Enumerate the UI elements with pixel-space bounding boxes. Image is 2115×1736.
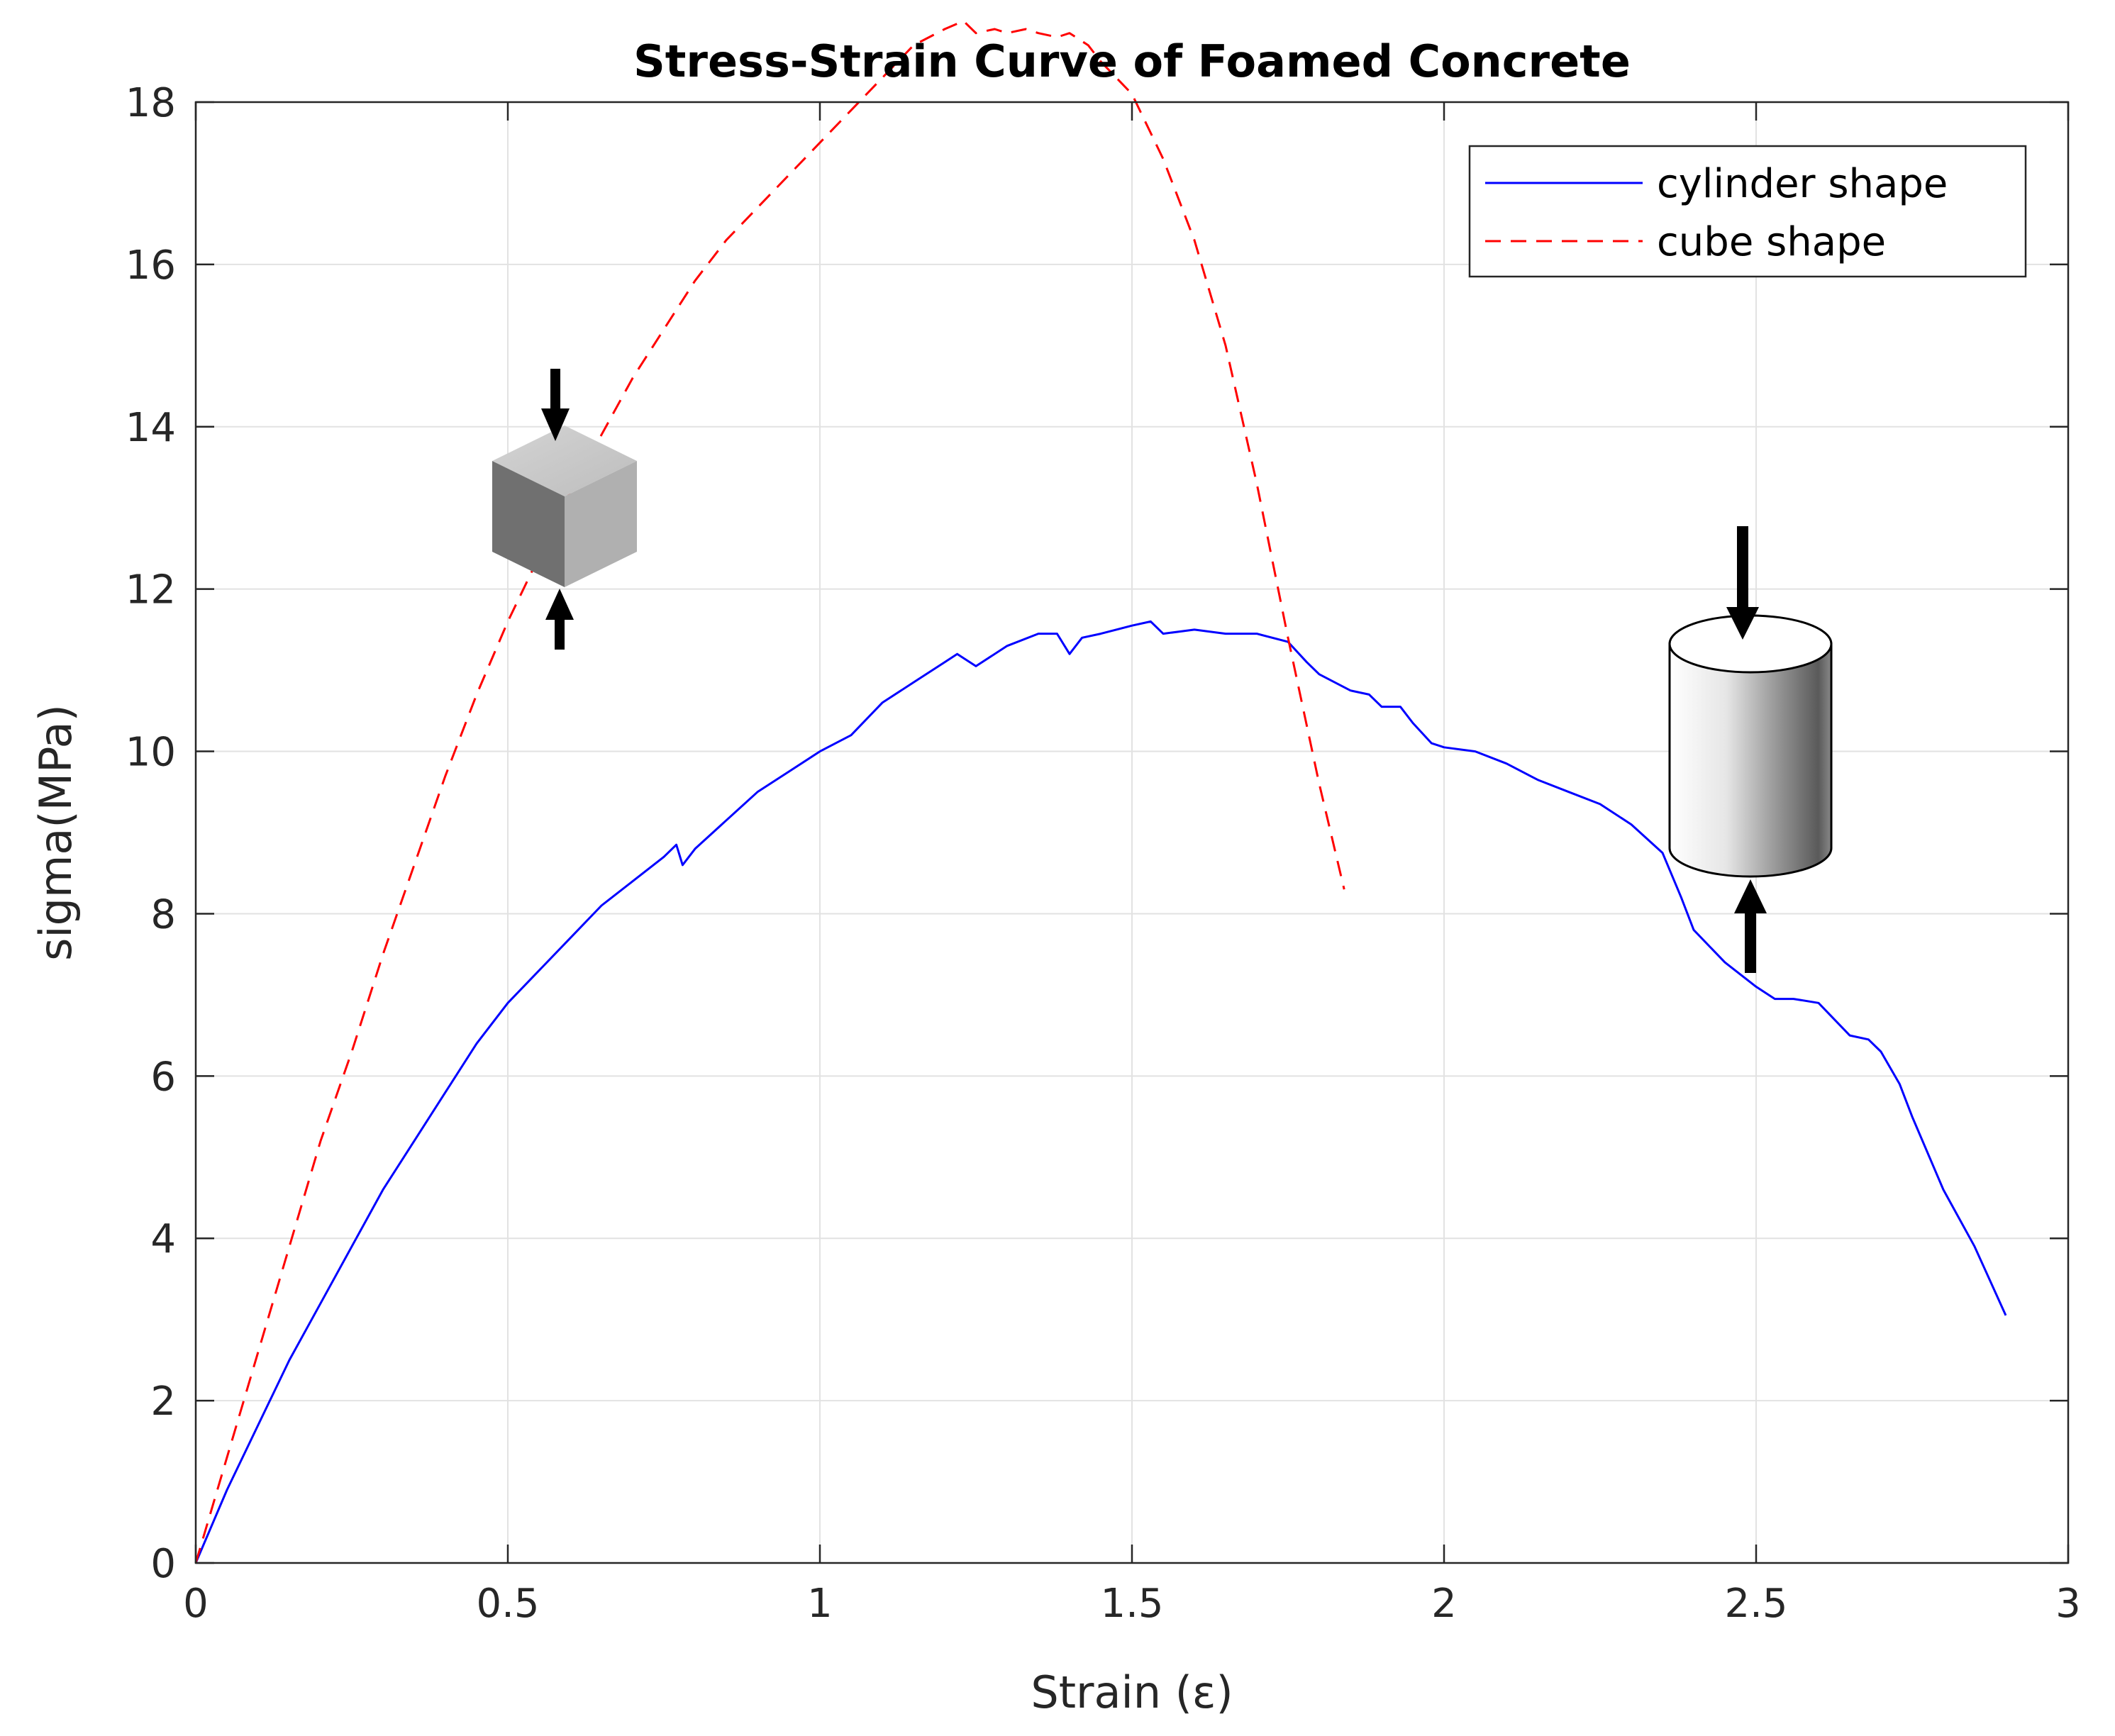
y-tick-label: 0	[150, 1541, 176, 1587]
legend-label-cylinder: cylinder shape	[1657, 161, 1948, 207]
y-tick-label: 12	[126, 567, 176, 613]
x-tick-label: 1	[807, 1581, 833, 1627]
x-tick-label: 3	[2055, 1581, 2081, 1627]
x-tick-label: 2.5	[1724, 1581, 1787, 1627]
cube-left-face	[492, 461, 565, 587]
chart-title: Stress-Strain Curve of Foamed Concrete	[633, 35, 1631, 87]
y-tick-label: 10	[126, 730, 176, 776]
series-line-cube-shape	[194, 20, 1345, 1564]
series-line-cylinder-shape	[194, 620, 2007, 1564]
y-tick-label: 2	[150, 1379, 176, 1425]
x-tick-label: 2	[1431, 1581, 1457, 1627]
up-arrow-icon	[1734, 879, 1767, 973]
y-axis-label: sigma(MPa)	[30, 704, 82, 961]
cylinder-body	[1668, 642, 1833, 878]
y-tick-label: 18	[126, 80, 176, 126]
grid-lines	[196, 102, 2068, 1563]
legend-label-cube: cube shape	[1657, 219, 1886, 265]
y-tick-label: 16	[126, 243, 176, 289]
y-tick-label: 6	[150, 1054, 176, 1100]
legend: cylinder shape cube shape	[1468, 145, 2027, 278]
cylinder-specimen-illustration	[1668, 526, 1833, 973]
y-tick-label: 14	[126, 405, 176, 451]
y-tick-label: 8	[150, 891, 176, 937]
down-arrow-icon	[1726, 526, 1759, 640]
x-tick-label: 1.5	[1100, 1581, 1163, 1627]
data-series	[194, 20, 2007, 1564]
legend-box	[1468, 145, 2027, 278]
up-arrow-icon	[545, 589, 574, 650]
axis-ticks: 0 0.5 1 1.5 2 2.5 3 0 2 4 6 8 10 12 14 16 18	[126, 80, 2081, 1627]
down-arrow-icon	[541, 369, 570, 441]
y-tick-label: 4	[150, 1216, 176, 1262]
cube-specimen-illustration	[492, 369, 637, 650]
cube-right-face	[565, 461, 637, 587]
x-axis-label: Strain (ε)	[1031, 1667, 1233, 1718]
x-tick-label: 0	[183, 1581, 209, 1627]
x-tick-label: 0.5	[476, 1581, 539, 1627]
